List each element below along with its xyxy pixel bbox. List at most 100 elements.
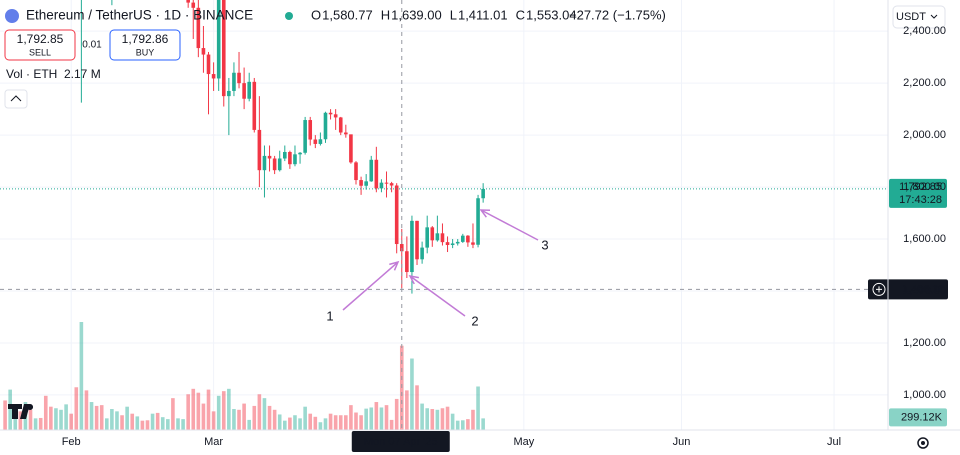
volume-bar	[313, 416, 318, 430]
currency[interactable]: USDT	[896, 11, 926, 23]
candle-body	[405, 251, 409, 273]
volume-bar	[267, 405, 272, 430]
x-tick-label: May	[513, 436, 534, 448]
volume-bar	[89, 402, 94, 430]
x-tick-label: Jun	[673, 436, 691, 448]
volume-bar	[252, 405, 257, 430]
y-tick-label: 2,000.00	[903, 129, 946, 141]
candle-body	[359, 180, 363, 186]
volume-bar	[461, 420, 465, 430]
volume-bar	[379, 407, 384, 430]
buy-text[interactable]: BUY	[136, 47, 155, 57]
volume-bar	[384, 405, 389, 430]
volume-bar	[186, 394, 190, 430]
volume-bar	[135, 416, 140, 430]
volume-bar	[74, 387, 79, 430]
candle-body	[476, 198, 480, 245]
ohlc-key: H	[381, 7, 390, 22]
buy-button[interactable]	[109, 29, 181, 61]
volume-bar	[430, 409, 435, 430]
candle-body	[338, 117, 343, 133]
volume-bar	[211, 411, 216, 430]
currency-button[interactable]	[892, 5, 946, 29]
volume-bar	[99, 405, 104, 430]
volume-bar	[288, 417, 292, 430]
volume-bar	[247, 419, 251, 430]
annotation-arrow	[480, 209, 539, 241]
ohlc-key: L	[450, 7, 457, 22]
volume-legend-name: Vol · ETH	[6, 67, 57, 81]
candle-body	[293, 154, 297, 165]
volume-label-box	[889, 408, 947, 427]
volume-bar	[79, 322, 84, 430]
candle-body	[262, 155, 267, 171]
candle-body	[481, 188, 485, 199]
volume-bar	[120, 415, 124, 430]
settings-icon[interactable]	[917, 437, 929, 449]
candle-body	[191, 2, 196, 8]
candles	[80, 0, 485, 294]
collapse-button[interactable]	[4, 89, 28, 109]
settings-icon-center	[921, 441, 925, 445]
candle-body	[196, 7, 201, 49]
candle-body	[461, 235, 465, 242]
volume-bar	[8, 389, 12, 430]
annotation-arrowhead	[389, 260, 400, 271]
candle-body	[466, 235, 470, 243]
volume-bar	[262, 398, 267, 430]
volume-bar	[415, 385, 419, 430]
volume-bar	[242, 403, 246, 430]
volume-bar	[221, 391, 226, 430]
candle-body	[399, 244, 404, 252]
candle-body	[389, 183, 394, 186]
volume-bar	[59, 409, 63, 430]
volume-bar	[216, 395, 221, 430]
sell-text[interactable]: SELL	[29, 47, 51, 57]
volume-bar	[150, 413, 155, 430]
volume-bar	[369, 407, 374, 430]
volume-bar	[105, 418, 109, 430]
volume-bar	[140, 420, 145, 430]
volume-bar	[115, 411, 119, 430]
volume-bar	[54, 408, 58, 430]
candle-body	[267, 155, 272, 159]
annotation-arrowhead	[479, 209, 491, 218]
y-tick-label: 1,400.00	[903, 285, 946, 297]
candle-body	[328, 112, 333, 115]
volume-bar	[18, 411, 23, 430]
volume-bar	[481, 418, 485, 430]
buy-price[interactable]: 1,792.86	[122, 32, 169, 46]
volume-bar	[125, 406, 129, 430]
volume-bar	[206, 389, 211, 430]
volume-bar	[359, 415, 363, 430]
sell-button[interactable]	[4, 29, 76, 61]
volume-bar	[318, 422, 323, 430]
candle-body	[186, 0, 190, 3]
volume-bar	[272, 409, 277, 430]
crosshair-price-label: 1,406.11	[902, 283, 944, 295]
volume-bar	[277, 414, 282, 430]
volume-bar	[455, 420, 460, 430]
last-price-box	[889, 178, 947, 208]
volume-bar	[293, 415, 297, 430]
annotation-label: 1	[326, 308, 333, 323]
y-tick-label: 1,200.00	[903, 337, 946, 349]
ohlc-key: O	[311, 7, 321, 22]
candle-body	[206, 54, 211, 75]
volume-bar	[49, 406, 53, 430]
volume-bar	[196, 392, 201, 430]
volume-legend-value: 2.17 M	[64, 67, 101, 81]
volume-bar	[84, 390, 89, 430]
annotation-arrow	[342, 261, 399, 311]
annotation-arrow	[409, 275, 466, 317]
candle-body	[425, 227, 429, 248]
candle-body	[430, 227, 435, 241]
sell-price[interactable]: 1,792.85	[17, 32, 64, 46]
annotation-label: 3	[541, 237, 548, 252]
volume-bar	[191, 388, 196, 430]
volume-bar	[466, 419, 470, 430]
candle-body	[394, 185, 399, 245]
candle-body	[288, 151, 292, 165]
